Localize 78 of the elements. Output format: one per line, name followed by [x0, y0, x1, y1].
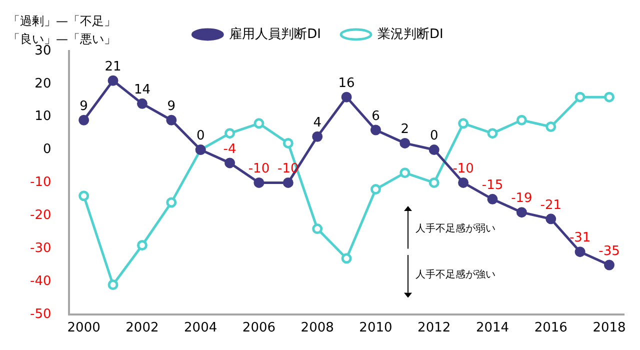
point — [574, 246, 586, 258]
point — [136, 240, 148, 251]
x-tick-label: 2018 — [592, 320, 626, 336]
data-label: -35 — [598, 244, 620, 259]
data-label: -19 — [511, 191, 532, 206]
data-label: -21 — [540, 198, 562, 213]
point — [458, 177, 469, 188]
point — [370, 124, 381, 136]
y-tick-label: -10 — [30, 175, 52, 190]
data-label: 2 — [400, 122, 410, 138]
y-tick-label: 30 — [34, 43, 52, 58]
data-label: 14 — [134, 82, 150, 98]
point — [254, 177, 264, 188]
point — [516, 207, 527, 218]
x-tick-label: 2000 — [67, 320, 100, 336]
annotation: 人手不足感が強い — [416, 268, 496, 280]
data-label: 9 — [167, 99, 176, 114]
point — [282, 177, 294, 188]
point — [136, 98, 148, 109]
y-tick-label: 20 — [34, 76, 52, 92]
y-tick-label: 0 — [42, 142, 52, 158]
point — [428, 177, 440, 188]
x-tick-label: 2014 — [476, 320, 510, 336]
x-tick-label: 2016 — [534, 320, 568, 336]
point — [166, 114, 177, 126]
point — [108, 280, 118, 290]
data-label: -31 — [569, 230, 591, 246]
point — [312, 131, 323, 142]
x-tick-label: 2002 — [126, 320, 159, 336]
point — [604, 260, 614, 270]
data-label: 9 — [80, 99, 88, 114]
point — [546, 121, 556, 132]
point — [254, 118, 264, 129]
legend-label: 雇用人員判断DI — [229, 26, 322, 42]
x-tick-label: 2010 — [359, 320, 392, 336]
point — [370, 184, 381, 195]
text: 「過剰」—「不足」 — [8, 14, 116, 28]
point — [282, 138, 294, 148]
data-label: 0 — [196, 128, 205, 144]
point — [400, 168, 410, 178]
legend-label: 業況判断DI — [378, 26, 444, 42]
x-tick-label: 2008 — [300, 320, 334, 336]
data-label: 16 — [338, 76, 355, 91]
point — [78, 114, 90, 126]
point — [546, 214, 556, 224]
data-label: -10 — [248, 162, 270, 177]
data-label: 0 — [430, 128, 438, 144]
data-label: 6 — [372, 108, 380, 124]
y-tick-label: 10 — [34, 109, 52, 124]
point — [604, 92, 614, 102]
point — [224, 128, 236, 139]
point — [458, 118, 469, 129]
point — [341, 92, 352, 102]
data-label: -15 — [482, 178, 504, 194]
y-tick-label: -50 — [30, 306, 52, 322]
point — [487, 194, 498, 204]
point — [341, 253, 352, 264]
point — [166, 197, 177, 208]
data-label: 4 — [313, 115, 322, 130]
annotation: 人手不足感が弱い — [416, 222, 496, 234]
y-tick-label: -40 — [30, 274, 52, 289]
x-tick-label: 2006 — [242, 320, 276, 336]
point — [312, 224, 323, 234]
x-tick-label: 2004 — [184, 320, 218, 336]
point — [574, 92, 586, 102]
data-label: -10 — [452, 162, 474, 177]
y-tick-label: -20 — [30, 208, 52, 223]
data-label: -4 — [223, 142, 236, 157]
point — [224, 158, 236, 168]
point — [78, 190, 90, 202]
x-tick-label: 2012 — [418, 320, 451, 336]
data-label: 21 — [104, 60, 122, 75]
point — [516, 114, 527, 126]
point — [428, 144, 440, 156]
y-tick-label: -30 — [30, 240, 52, 256]
point — [487, 128, 498, 139]
point — [108, 75, 118, 86]
point — [400, 138, 410, 148]
